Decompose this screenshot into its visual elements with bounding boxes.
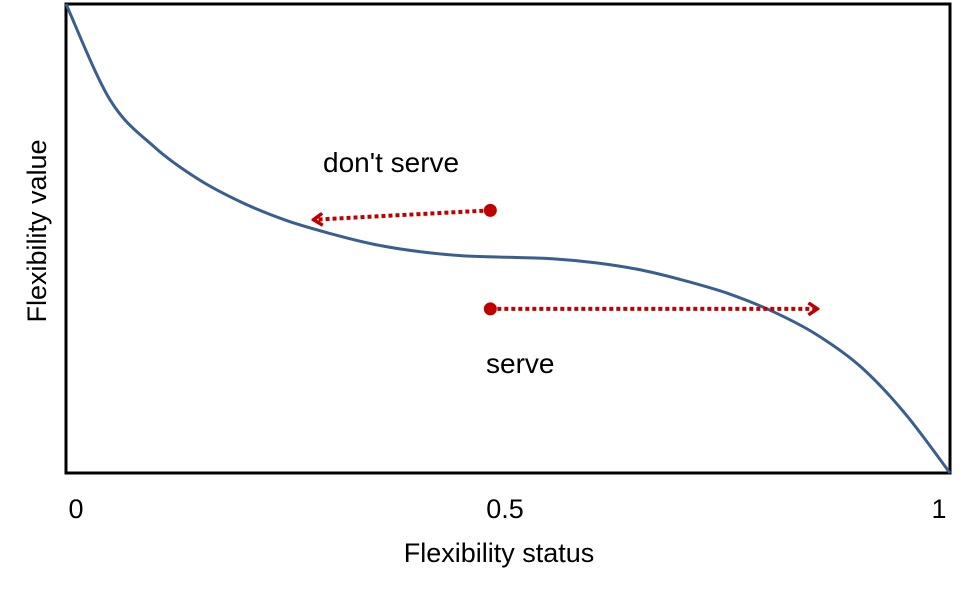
dont-serve-label: don't serve <box>323 147 459 178</box>
flexibility-value-curve <box>64 3 952 474</box>
annotations-layer: don't serve serve <box>314 147 818 379</box>
y-axis-title: Flexibility value <box>22 139 52 322</box>
plot-area-frame <box>64 2 952 475</box>
x-tick-label: 1 <box>931 494 946 524</box>
x-axis-ticks: 0 0.5 1 <box>68 494 946 524</box>
x-tick-label: 0 <box>68 494 83 524</box>
x-tick-label: 0.5 <box>486 494 524 524</box>
serve-label: serve <box>486 348 554 379</box>
dont-serve-arrow <box>314 208 491 219</box>
serve-start-point <box>483 302 497 316</box>
dont-serve-start-point <box>483 203 497 217</box>
x-axis-title: Flexibility status <box>404 538 595 568</box>
